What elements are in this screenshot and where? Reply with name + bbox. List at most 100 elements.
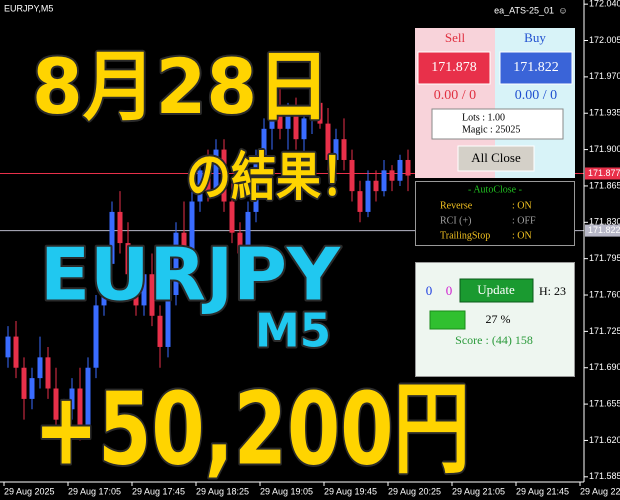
y-tick-label: 172.040 xyxy=(589,0,620,9)
x-tick-label: 29 Aug 17:45 xyxy=(132,486,185,496)
autoclose-title: - AutoClose - xyxy=(468,184,522,195)
candle-body xyxy=(309,102,315,119)
sell-pnl: 0.00 / 0 xyxy=(434,88,476,103)
x-tick-label: 29 Aug 21:45 xyxy=(516,486,569,496)
candle-body xyxy=(149,274,155,316)
x-tick-label: 29 Aug 18:25 xyxy=(196,486,249,496)
price-tag xyxy=(585,167,620,180)
x-tick-label: 29 Aug 22: xyxy=(580,486,620,496)
sell-button[interactable] xyxy=(417,51,491,85)
x-tick-label: 29 Aug 2025 xyxy=(4,486,55,496)
candle-body xyxy=(93,305,99,368)
candle-body xyxy=(229,201,235,233)
hours: H: 23 xyxy=(539,284,566,298)
candle-body xyxy=(333,139,339,160)
candle-body xyxy=(285,113,291,129)
ea-name: ea_ATS-25_01 xyxy=(494,5,554,15)
x-tick-label: 29 Aug 17:05 xyxy=(68,486,121,496)
buy-label: Buy xyxy=(524,30,546,45)
candle-body xyxy=(277,108,283,129)
price-tag-label: 171.877 xyxy=(588,168,620,178)
candle-body xyxy=(101,263,107,306)
candle-body xyxy=(21,367,27,399)
candle-body xyxy=(109,211,115,264)
candle-body xyxy=(61,409,67,420)
overlay-timeframe: M5 xyxy=(255,304,331,358)
price-tag xyxy=(585,224,620,237)
candle-body xyxy=(189,201,195,254)
autoclose-value: : ON xyxy=(512,200,532,211)
candle-body xyxy=(269,108,275,129)
candle-body xyxy=(301,118,307,140)
y-tick-label: 172.005 xyxy=(589,35,620,45)
candle-body xyxy=(381,170,387,192)
candle-body xyxy=(29,378,35,399)
score: Score : (44) 158 xyxy=(455,333,533,347)
buy-price: 171.822 xyxy=(513,60,559,75)
candle-body xyxy=(77,388,83,431)
candle-body xyxy=(253,159,259,212)
candle-body xyxy=(373,180,379,192)
lots-box xyxy=(431,108,564,140)
update-label: Update xyxy=(477,282,515,297)
candle-body xyxy=(125,243,131,275)
overlay-date: 8月28日 xyxy=(32,42,330,131)
candle-body xyxy=(261,128,267,160)
candle-body xyxy=(221,149,227,202)
y-tick-label: 171.725 xyxy=(589,326,620,336)
candle-body xyxy=(117,211,123,244)
candle-body xyxy=(173,232,179,296)
x-tick-label: 29 Aug 19:05 xyxy=(260,486,313,496)
progress-bar xyxy=(429,310,466,330)
y-tick-label: 171.900 xyxy=(589,144,620,154)
y-tick-label: 171.655 xyxy=(589,398,620,408)
candle-body xyxy=(205,170,211,192)
overlay-pair: EURJPY xyxy=(40,233,341,317)
candle-body xyxy=(213,149,219,192)
buy-button[interactable] xyxy=(499,51,573,85)
candle-body xyxy=(85,367,91,431)
candle-body xyxy=(357,191,363,212)
y-tick-label: 171.690 xyxy=(589,362,620,372)
y-tick-label: 171.585 xyxy=(589,471,620,481)
y-tick-label: 171.620 xyxy=(589,435,620,445)
candle-body xyxy=(317,102,323,124)
lots: Lots : 1.00 xyxy=(462,112,505,123)
progress: 27 % xyxy=(486,312,511,326)
candle-body xyxy=(5,336,11,358)
price-tag-label: 171.822 xyxy=(588,225,620,235)
magic: Magic : 25025 xyxy=(462,124,520,135)
autoclose-label: RCI (+) xyxy=(440,215,471,226)
candle-body xyxy=(45,357,51,389)
candle-body xyxy=(181,232,187,254)
update-button[interactable] xyxy=(459,278,534,303)
x-tick-label: 29 Aug 19:45 xyxy=(324,486,377,496)
candle-body xyxy=(165,295,171,347)
all-close-button[interactable] xyxy=(457,145,535,172)
candle-body xyxy=(37,357,43,379)
sell-label: Sell xyxy=(445,30,466,45)
y-tick-label: 171.865 xyxy=(589,180,620,190)
y-tick-label: 171.830 xyxy=(589,217,620,227)
candle-body xyxy=(245,211,251,254)
candle-body xyxy=(405,159,411,176)
symbol: EURJPY,M5 xyxy=(4,3,53,13)
autoclose-value: : OFF xyxy=(512,215,536,226)
candle-body xyxy=(325,123,331,160)
candle-body xyxy=(133,274,139,306)
y-tick-label: 171.795 xyxy=(589,253,620,263)
candle-body xyxy=(237,232,243,254)
candle-body xyxy=(349,159,355,192)
buy-count: 0 xyxy=(426,283,433,298)
y-tick-label: 171.970 xyxy=(589,71,620,81)
overlay-profit: +50,200円 xyxy=(34,370,470,487)
autoclose-value: : ON xyxy=(512,230,532,241)
candle-body xyxy=(141,274,147,306)
candle-body xyxy=(197,170,203,202)
candle-body xyxy=(397,159,403,181)
y-tick-label: 171.935 xyxy=(589,108,620,118)
y-tick-label: 171.760 xyxy=(589,289,620,299)
candle-body xyxy=(13,336,19,368)
